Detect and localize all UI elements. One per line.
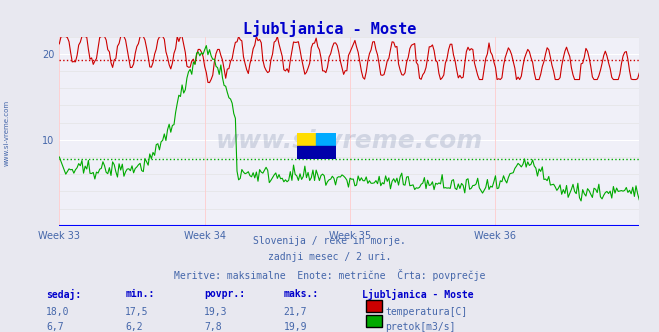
Text: povpr.:: povpr.: [204, 289, 245, 299]
Bar [297, 133, 316, 146]
Text: 19,3: 19,3 [204, 307, 228, 317]
Bar [297, 146, 336, 159]
Text: Ljubljanica - Moste: Ljubljanica - Moste [362, 289, 474, 300]
Text: maks.:: maks.: [283, 289, 318, 299]
Text: www.si-vreme.com: www.si-vreme.com [215, 128, 483, 153]
Text: pretok[m3/s]: pretok[m3/s] [386, 322, 456, 332]
Bar [316, 133, 336, 146]
Text: 17,5: 17,5 [125, 307, 149, 317]
Text: Meritve: maksimalne  Enote: metrične  Črta: povprečje: Meritve: maksimalne Enote: metrične Črta… [174, 269, 485, 281]
Text: 18,0: 18,0 [46, 307, 70, 317]
Text: 6,7: 6,7 [46, 322, 64, 332]
Text: sedaj:: sedaj: [46, 289, 81, 300]
Text: 21,7: 21,7 [283, 307, 307, 317]
Text: Slovenija / reke in morje.: Slovenija / reke in morje. [253, 236, 406, 246]
Text: min.:: min.: [125, 289, 155, 299]
Text: zadnji mesec / 2 uri.: zadnji mesec / 2 uri. [268, 252, 391, 262]
Text: 19,9: 19,9 [283, 322, 307, 332]
Text: Ljubljanica - Moste: Ljubljanica - Moste [243, 20, 416, 37]
Text: 6,2: 6,2 [125, 322, 143, 332]
Text: temperatura[C]: temperatura[C] [386, 307, 468, 317]
Text: www.si-vreme.com: www.si-vreme.com [3, 100, 10, 166]
Text: 7,8: 7,8 [204, 322, 222, 332]
